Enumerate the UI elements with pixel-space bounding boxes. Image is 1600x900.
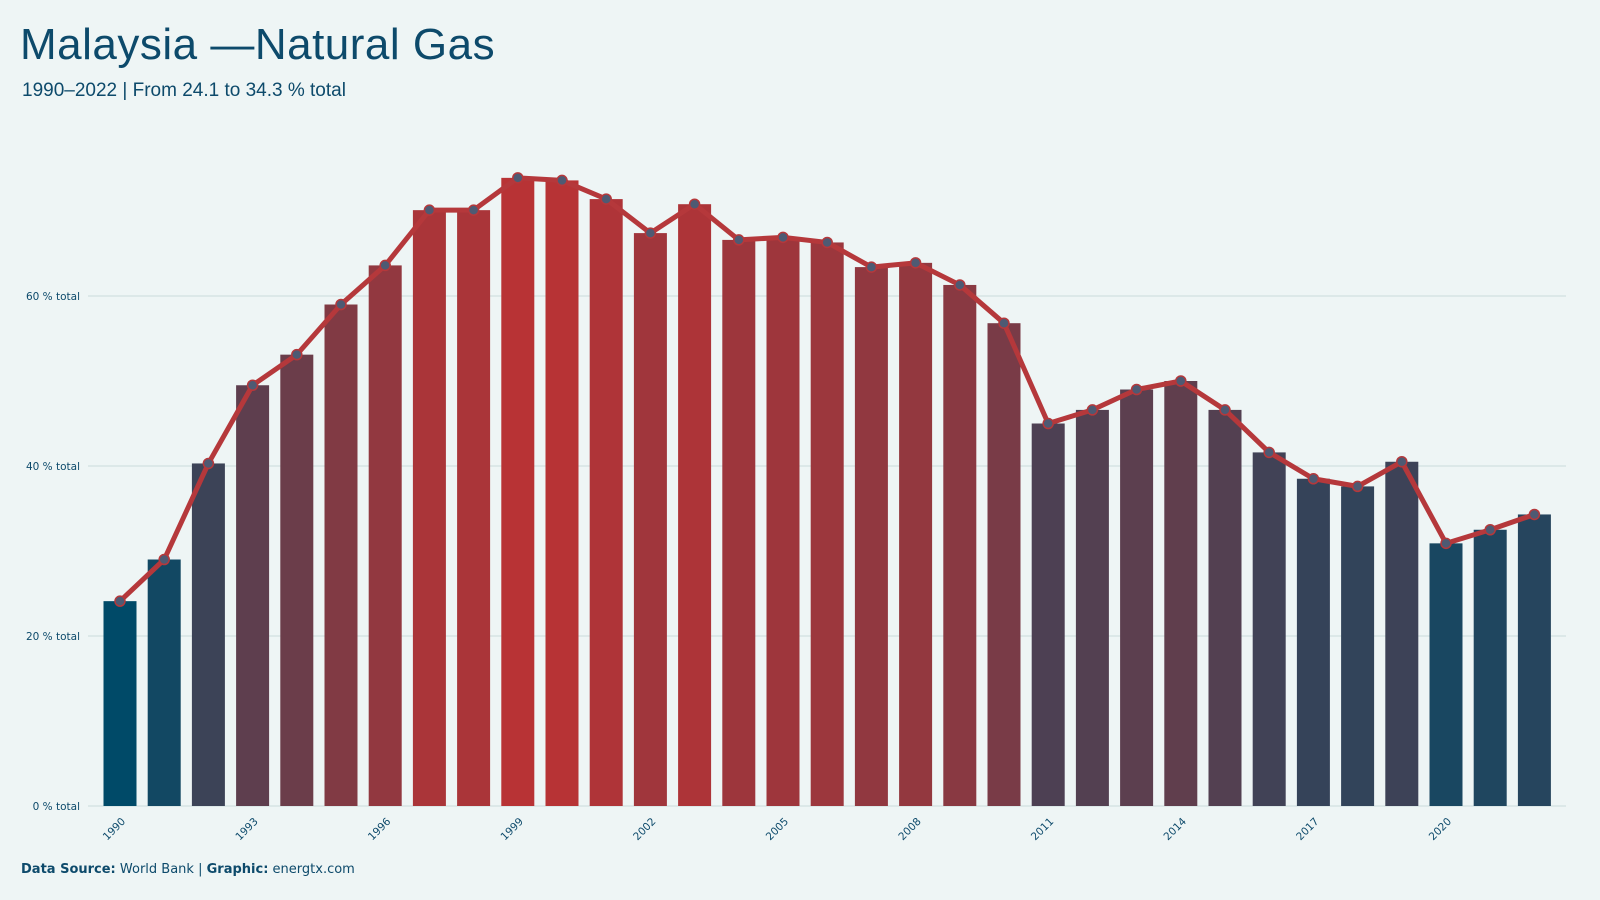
marker-1995 bbox=[335, 298, 347, 311]
marker-1999 bbox=[512, 172, 524, 184]
y-tick-label: 40 % total bbox=[26, 461, 80, 473]
bar-2017 bbox=[1296, 478, 1330, 806]
marker-2022 bbox=[1528, 508, 1541, 521]
bar-1993 bbox=[236, 385, 270, 806]
x-tick-label: 1996 bbox=[366, 815, 394, 843]
bar-1994 bbox=[280, 354, 314, 806]
marker-2011 bbox=[1042, 417, 1054, 430]
x-tick-label: 1999 bbox=[499, 816, 526, 843]
bar-2015 bbox=[1208, 409, 1242, 806]
bar-2022 bbox=[1517, 514, 1551, 806]
bar-2014 bbox=[1164, 381, 1198, 806]
y-tick-label: 0 % total bbox=[33, 801, 80, 813]
marker-2004 bbox=[733, 234, 745, 246]
graphic-label: Graphic: bbox=[206, 862, 269, 877]
bar-2019 bbox=[1385, 461, 1419, 806]
bar-2005 bbox=[766, 237, 800, 807]
marker-2010 bbox=[998, 317, 1010, 329]
bar-2001 bbox=[589, 199, 623, 807]
marker-2020 bbox=[1440, 537, 1452, 550]
marker-1992 bbox=[202, 457, 215, 470]
footer-credits: Data Source: World Bank | Graphic: energ… bbox=[21, 862, 355, 877]
marker-2015 bbox=[1219, 404, 1231, 416]
x-tick-label: 2020 bbox=[1427, 816, 1454, 843]
marker-2002 bbox=[644, 227, 657, 239]
marker-2001 bbox=[600, 193, 612, 205]
bar-1990 bbox=[103, 601, 137, 806]
x-tick-label: 2014 bbox=[1162, 815, 1190, 843]
bar-2006 bbox=[810, 242, 844, 806]
marker-2008 bbox=[909, 257, 922, 269]
marker-1990 bbox=[114, 595, 126, 607]
bar-2000 bbox=[545, 180, 579, 806]
marker-1991 bbox=[158, 553, 170, 566]
bar-1992 bbox=[191, 463, 225, 806]
bar-1997 bbox=[412, 210, 446, 806]
chart-subtitle: 1990–2022 | From 24.1 to 34.3 % total bbox=[22, 80, 346, 101]
y-tick-label: 20 % total bbox=[26, 631, 80, 643]
bar-2009 bbox=[943, 284, 977, 806]
marker-2006 bbox=[821, 236, 833, 249]
bar-1998 bbox=[457, 210, 491, 806]
marker-2003 bbox=[688, 198, 701, 210]
bar-2002 bbox=[633, 233, 667, 807]
marker-2007 bbox=[865, 261, 878, 273]
source-label: Data Source: bbox=[21, 862, 116, 877]
x-tick-label: 2011 bbox=[1029, 816, 1056, 843]
marker-2012 bbox=[1086, 404, 1099, 416]
bar-2018 bbox=[1341, 486, 1375, 806]
x-tick-label: 2008 bbox=[896, 816, 923, 843]
x-tick-label: 2017 bbox=[1294, 816, 1321, 843]
marker-1998 bbox=[467, 204, 480, 216]
source-value: World Bank bbox=[119, 862, 194, 877]
marker-2021 bbox=[1484, 524, 1496, 536]
marker-2014 bbox=[1175, 375, 1187, 387]
marker-2005 bbox=[777, 231, 789, 244]
marker-2016 bbox=[1263, 446, 1275, 459]
bar-2007 bbox=[854, 267, 888, 807]
bar-2004 bbox=[722, 239, 756, 806]
marker-1994 bbox=[291, 348, 303, 361]
bar-2016 bbox=[1252, 452, 1286, 806]
bar-1996 bbox=[368, 265, 402, 806]
x-axis-ticks: 1990 1993 1996 1999 2002 2005 2008 2011 2014 2017… bbox=[101, 815, 1454, 843]
marker-2000 bbox=[556, 174, 568, 187]
marker-2019 bbox=[1396, 456, 1408, 468]
marker-2018 bbox=[1351, 480, 1364, 493]
bars bbox=[103, 177, 1551, 807]
bar-2013 bbox=[1120, 389, 1154, 806]
bar-2020 bbox=[1429, 543, 1463, 806]
bar-1991 bbox=[147, 559, 181, 806]
bar-2010 bbox=[987, 323, 1021, 806]
marker-1993 bbox=[246, 379, 259, 391]
graphic-value: energtx.com bbox=[272, 862, 355, 877]
x-tick-label: 1990 bbox=[101, 816, 128, 843]
bar-2011 bbox=[1031, 423, 1065, 806]
marker-2017 bbox=[1307, 473, 1320, 485]
bar-1999 bbox=[501, 177, 535, 807]
footer-separator: | bbox=[198, 862, 203, 877]
bar-2012 bbox=[1075, 409, 1109, 806]
y-tick-label: 60 % total bbox=[26, 291, 80, 303]
markers bbox=[114, 172, 1541, 607]
y-axis-ticks: 0 % total 20 % total 40 % total 60 % total bbox=[26, 291, 80, 813]
x-tick-label: 1993 bbox=[233, 816, 260, 843]
x-tick-label: 2005 bbox=[764, 816, 791, 843]
marker-2013 bbox=[1130, 383, 1143, 396]
bar-2003 bbox=[678, 204, 712, 806]
marker-1996 bbox=[379, 259, 391, 272]
marker-2009 bbox=[954, 279, 966, 291]
chart-title: Malaysia —Natural Gas bbox=[20, 20, 496, 69]
marker-1997 bbox=[423, 204, 436, 216]
bar-1995 bbox=[324, 304, 358, 806]
bar-2021 bbox=[1473, 529, 1507, 806]
bar-2008 bbox=[899, 262, 933, 807]
x-tick-label: 2002 bbox=[631, 816, 658, 843]
